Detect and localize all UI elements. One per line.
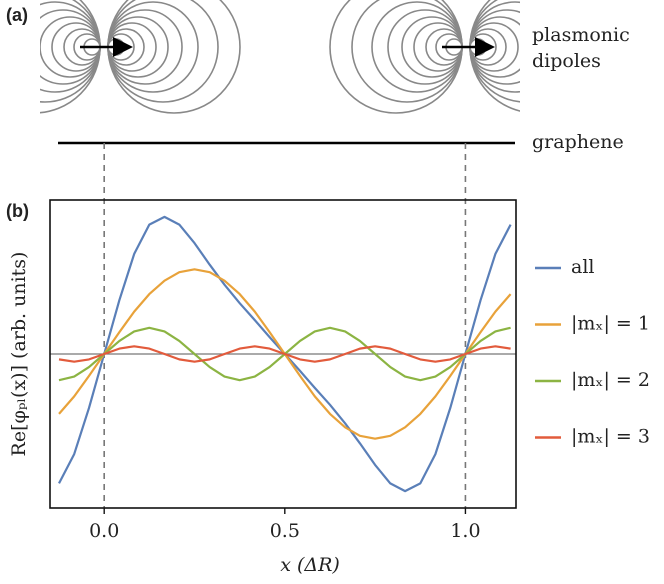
field-line [329,0,463,114]
series-line [58,345,511,363]
panel-label: (b) [6,201,29,221]
legend-label: |mₓ| = 2 [571,369,650,391]
y-axis-label: Re[φₚₗ(x)] (arb. units) [8,252,30,457]
x-tick-label: 0.5 [270,520,300,542]
x-axis-label: x (ΔR) [280,554,340,576]
panel-label: (a) [6,5,28,25]
annotation: plasmonic [532,24,630,46]
legend-label: |mₓ| = 3 [571,426,650,448]
annotation: dipoles [532,50,601,72]
legend-label: |mₓ| = 1 [571,313,650,335]
plot-frame [49,199,517,509]
legend-label: all [571,256,594,278]
annotation: graphene [532,131,624,153]
x-tick-label: 1.0 [450,520,480,542]
field-lines [40,0,520,114]
x-tick-label: 0.0 [89,520,119,542]
field-line [107,0,241,114]
